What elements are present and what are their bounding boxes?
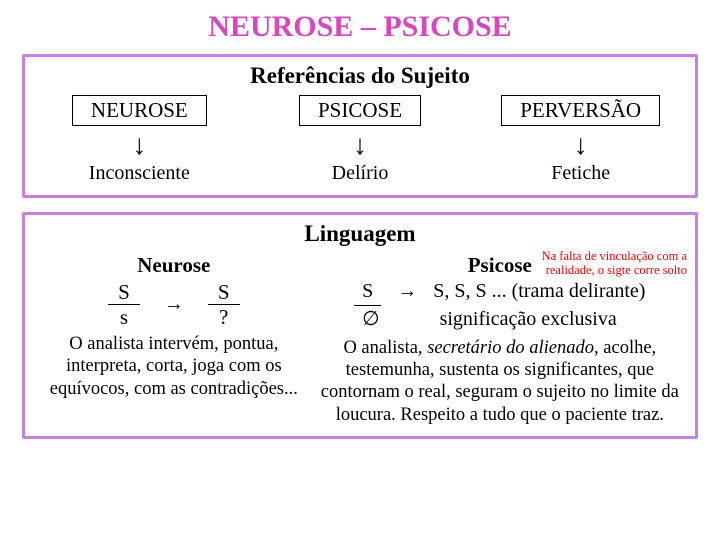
frac2-num: S xyxy=(208,280,240,305)
row1-left: S xyxy=(354,278,381,306)
panel-linguagem: Linguagem Neurose S s → S ? O analista i… xyxy=(22,212,698,439)
row2-rest: significação exclusiva xyxy=(440,306,617,333)
panel1-columns: NEUROSE ↓ Inconsciente PSICOSE ↓ Delírio… xyxy=(39,95,681,185)
formula-psicose-row2: ∅ → significação exclusiva xyxy=(354,306,645,333)
frac1-den: s xyxy=(110,305,138,329)
box-perversao: PERVERSÃO xyxy=(501,95,660,126)
arrow-right-icon: → xyxy=(164,293,184,316)
panel-referencias: Referências do Sujeito NEUROSE ↓ Inconsc… xyxy=(22,54,698,198)
page-title: NEUROSE – PSICOSE xyxy=(22,10,698,44)
fraction-s-over-s: S s xyxy=(108,280,140,329)
desc-pre: O analista, xyxy=(343,338,427,358)
dest-inconsciente: Inconsciente xyxy=(89,162,190,185)
formula-psicose-row1: S → S, S, S ... (trama delirante) xyxy=(354,278,645,306)
col-linguagem-neurose: Neurose S s → S ? O analista intervém, p… xyxy=(39,253,309,426)
row1-rest: S, S, S ... (trama delirante) xyxy=(433,278,645,305)
arrow-down-icon: ↓ xyxy=(574,132,588,160)
desc-psicose: O analista, secretário do alienado, acol… xyxy=(319,337,681,426)
frac2-den: ? xyxy=(209,305,238,329)
subhead-neurose: Neurose xyxy=(137,253,210,278)
col-perversao: PERVERSÃO ↓ Fetiche xyxy=(480,95,681,185)
box-psicose: PSICOSE xyxy=(299,95,421,126)
dest-delirio: Delírio xyxy=(332,162,389,185)
arrow-down-icon: ↓ xyxy=(132,132,146,160)
panel2-heading: Linguagem xyxy=(39,221,681,247)
col-psicose: PSICOSE ↓ Delírio xyxy=(260,95,461,185)
panel2-columns: Neurose S s → S ? O analista intervém, p… xyxy=(39,253,681,426)
formula-neurose: S s → S ? xyxy=(108,280,239,329)
panel1-heading: Referências do Sujeito xyxy=(39,63,681,89)
sidenote-psicose: Na falta de vinculação com a realidade, … xyxy=(507,249,687,278)
box-neurose: NEUROSE xyxy=(72,95,207,126)
fraction-s-over-q: S ? xyxy=(208,280,240,329)
dest-fetiche: Fetiche xyxy=(551,162,610,185)
frac1-num: S xyxy=(108,280,140,305)
formula-psicose: S → S, S, S ... (trama delirante) ∅ → si… xyxy=(354,278,645,333)
row2-left: ∅ xyxy=(354,306,387,333)
desc-ital: secretário do alienado xyxy=(427,338,594,358)
arrow-right-icon: → xyxy=(397,278,417,305)
arrow-down-icon: ↓ xyxy=(353,132,367,160)
col-neurose: NEUROSE ↓ Inconsciente xyxy=(39,95,240,185)
desc-neurose: O analista intervém, pontua, interpreta,… xyxy=(39,333,309,400)
col-linguagem-psicose: Psicose Na falta de vinculação com a rea… xyxy=(319,253,681,426)
